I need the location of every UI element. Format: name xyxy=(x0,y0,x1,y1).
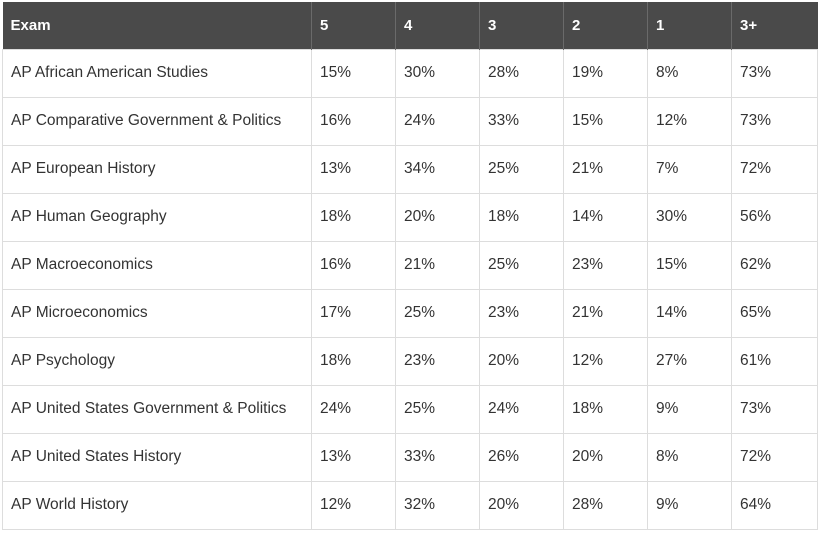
cell-exam: AP European History xyxy=(2,144,312,194)
cell-score-4: 21% xyxy=(395,240,480,290)
cell-score-5: 16% xyxy=(311,96,396,146)
header-exam: Exam xyxy=(2,2,312,49)
cell-exam: AP African American Studies xyxy=(2,48,312,98)
cell-score-5: 17% xyxy=(311,288,396,338)
cell-exam: AP United States Government & Politics xyxy=(2,384,312,434)
cell-score-5: 15% xyxy=(311,48,396,98)
cell-score-3-plus: 72% xyxy=(731,432,818,482)
table-row: AP African American Studies 15% 30% 28% … xyxy=(2,48,818,98)
cell-score-3: 23% xyxy=(479,288,564,338)
table-row: AP Psychology 18% 23% 20% 12% 27% 61% xyxy=(2,336,818,386)
cell-score-3: 26% xyxy=(479,432,564,482)
header-score-2: 2 xyxy=(563,2,648,49)
cell-score-4: 32% xyxy=(395,480,480,530)
cell-exam: AP United States History xyxy=(2,432,312,482)
cell-score-1: 30% xyxy=(647,192,732,242)
table-row: AP Comparative Government & Politics 16%… xyxy=(2,96,818,146)
header-score-5: 5 xyxy=(311,2,396,49)
cell-score-3-plus: 72% xyxy=(731,144,818,194)
cell-exam: AP Psychology xyxy=(2,336,312,386)
cell-score-1: 27% xyxy=(647,336,732,386)
header-score-1: 1 xyxy=(647,2,732,49)
cell-score-1: 14% xyxy=(647,288,732,338)
table-row: AP Macroeconomics 16% 21% 25% 23% 15% 62… xyxy=(2,240,818,290)
table-row: AP United States History 13% 33% 26% 20%… xyxy=(2,432,818,482)
cell-score-4: 30% xyxy=(395,48,480,98)
cell-score-5: 18% xyxy=(311,336,396,386)
cell-score-3: 25% xyxy=(479,144,564,194)
cell-score-4: 25% xyxy=(395,288,480,338)
cell-score-5: 12% xyxy=(311,480,396,530)
cell-score-3: 33% xyxy=(479,96,564,146)
cell-score-2: 21% xyxy=(563,144,648,194)
cell-score-4: 23% xyxy=(395,336,480,386)
cell-score-3-plus: 73% xyxy=(731,384,818,434)
cell-score-3-plus: 56% xyxy=(731,192,818,242)
cell-score-1: 8% xyxy=(647,48,732,98)
cell-score-3-plus: 73% xyxy=(731,96,818,146)
cell-score-4: 25% xyxy=(395,384,480,434)
table-row: AP Human Geography 18% 20% 18% 14% 30% 5… xyxy=(2,192,818,242)
cell-score-2: 12% xyxy=(563,336,648,386)
cell-score-1: 9% xyxy=(647,384,732,434)
cell-score-3: 24% xyxy=(479,384,564,434)
cell-score-4: 33% xyxy=(395,432,480,482)
cell-score-1: 7% xyxy=(647,144,732,194)
cell-score-5: 16% xyxy=(311,240,396,290)
cell-score-5: 18% xyxy=(311,192,396,242)
cell-exam: AP Macroeconomics xyxy=(2,240,312,290)
cell-score-2: 18% xyxy=(563,384,648,434)
table-row: AP World History 12% 32% 20% 28% 9% 64% xyxy=(2,480,818,530)
cell-exam: AP Comparative Government & Politics xyxy=(2,96,312,146)
cell-score-1: 12% xyxy=(647,96,732,146)
cell-score-3-plus: 61% xyxy=(731,336,818,386)
cell-score-1: 9% xyxy=(647,480,732,530)
cell-exam: AP Microeconomics xyxy=(2,288,312,338)
table-row: AP European History 13% 34% 25% 21% 7% 7… xyxy=(2,144,818,194)
cell-score-2: 21% xyxy=(563,288,648,338)
cell-exam: AP World History xyxy=(2,480,312,530)
cell-score-2: 15% xyxy=(563,96,648,146)
table-header-row: Exam 5 4 3 2 1 3+ xyxy=(2,2,818,49)
cell-score-2: 20% xyxy=(563,432,648,482)
cell-score-5: 13% xyxy=(311,432,396,482)
table-row: AP United States Government & Politics 2… xyxy=(2,384,818,434)
cell-score-4: 34% xyxy=(395,144,480,194)
cell-score-2: 28% xyxy=(563,480,648,530)
cell-score-3-plus: 73% xyxy=(731,48,818,98)
cell-score-2: 19% xyxy=(563,48,648,98)
cell-score-5: 13% xyxy=(311,144,396,194)
header-score-3: 3 xyxy=(479,2,564,49)
cell-score-1: 15% xyxy=(647,240,732,290)
cell-score-2: 23% xyxy=(563,240,648,290)
cell-score-2: 14% xyxy=(563,192,648,242)
header-score-4: 4 xyxy=(395,2,480,49)
cell-exam: AP Human Geography xyxy=(2,192,312,242)
cell-score-3: 18% xyxy=(479,192,564,242)
cell-score-3: 20% xyxy=(479,480,564,530)
cell-score-4: 24% xyxy=(395,96,480,146)
cell-score-3-plus: 65% xyxy=(731,288,818,338)
cell-score-3: 20% xyxy=(479,336,564,386)
header-score-3-plus: 3+ xyxy=(731,2,818,49)
cell-score-1: 8% xyxy=(647,432,732,482)
table-row: AP Microeconomics 17% 25% 23% 21% 14% 65… xyxy=(2,288,818,338)
cell-score-3: 25% xyxy=(479,240,564,290)
cell-score-5: 24% xyxy=(311,384,396,434)
cell-score-3-plus: 62% xyxy=(731,240,818,290)
cell-score-4: 20% xyxy=(395,192,480,242)
cell-score-3: 28% xyxy=(479,48,564,98)
cell-score-3-plus: 64% xyxy=(731,480,818,530)
